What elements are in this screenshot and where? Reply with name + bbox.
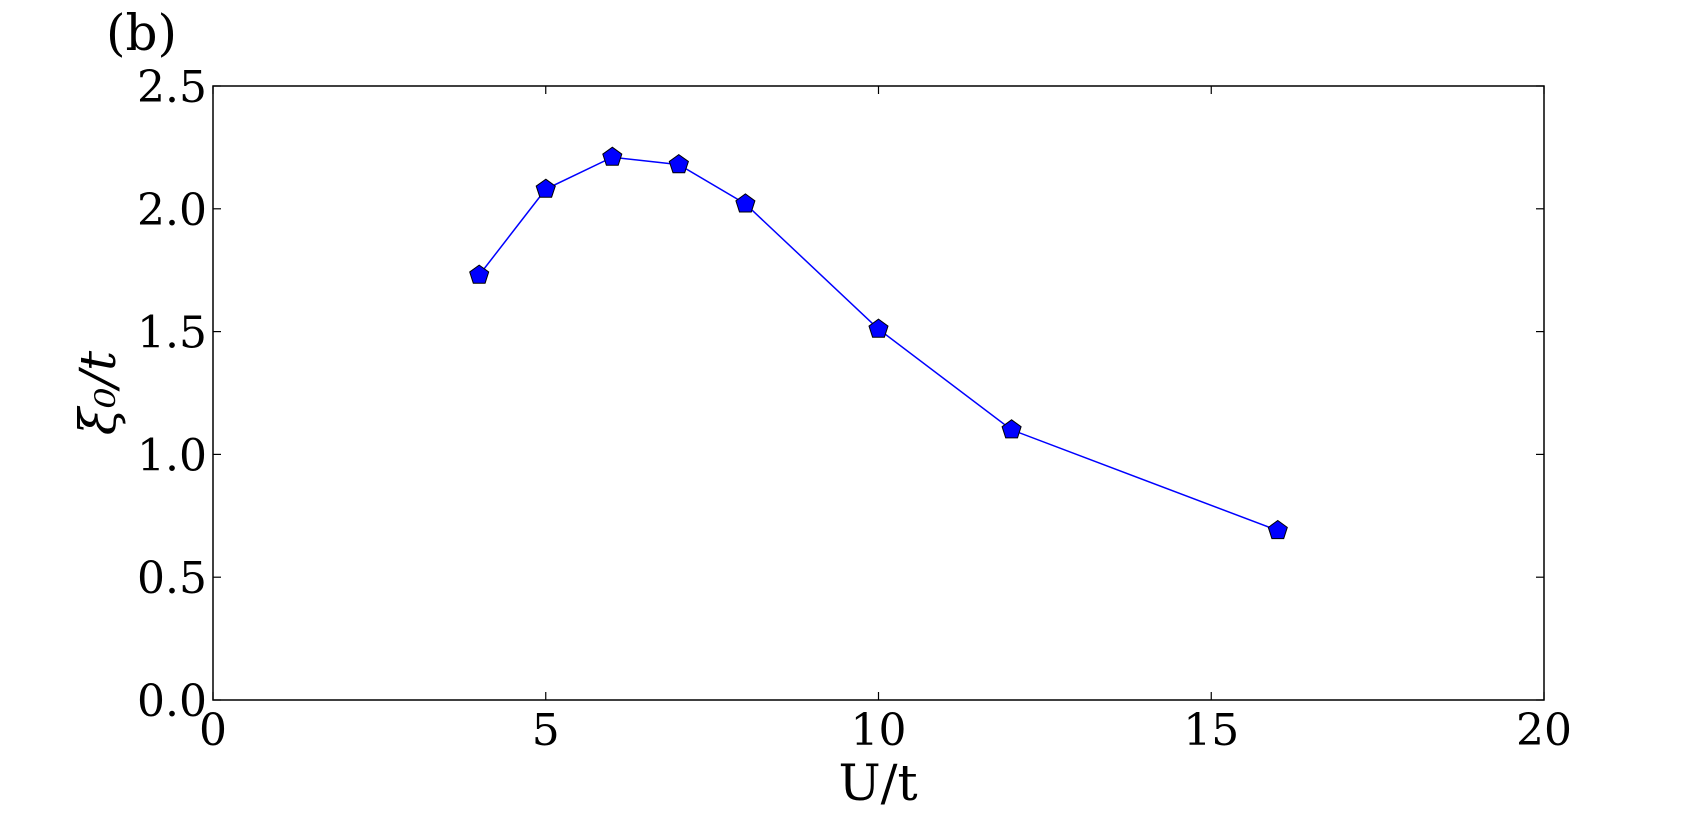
panel-label: (b) xyxy=(106,4,177,62)
y-tick-label: 2.0 xyxy=(137,185,207,236)
x-tick-label: 10 xyxy=(851,705,907,756)
marker xyxy=(1001,419,1022,439)
x-tick-label: 15 xyxy=(1183,705,1239,756)
series-line xyxy=(478,156,1279,532)
plot-frame xyxy=(212,85,1545,701)
marker xyxy=(868,318,889,338)
marker xyxy=(1267,519,1288,540)
marker xyxy=(469,264,490,284)
marker xyxy=(668,153,689,174)
y-tick-label: 2.5 xyxy=(137,62,207,113)
x-tick-label: 0 xyxy=(199,705,227,756)
marker xyxy=(602,146,623,166)
y-tick-label: 0.5 xyxy=(137,553,207,604)
x-tick-label: 20 xyxy=(1516,705,1572,756)
marker xyxy=(535,178,556,198)
y-axis-label: ξ₀/t xyxy=(69,350,127,435)
y-tick-label: 1.0 xyxy=(137,430,207,481)
y-tick-label: 1.5 xyxy=(137,308,207,359)
y-tick-label: 0.0 xyxy=(137,676,207,727)
x-axis-label: U/t xyxy=(838,754,917,812)
x-tick-label: 5 xyxy=(532,705,560,756)
marker xyxy=(735,193,756,213)
